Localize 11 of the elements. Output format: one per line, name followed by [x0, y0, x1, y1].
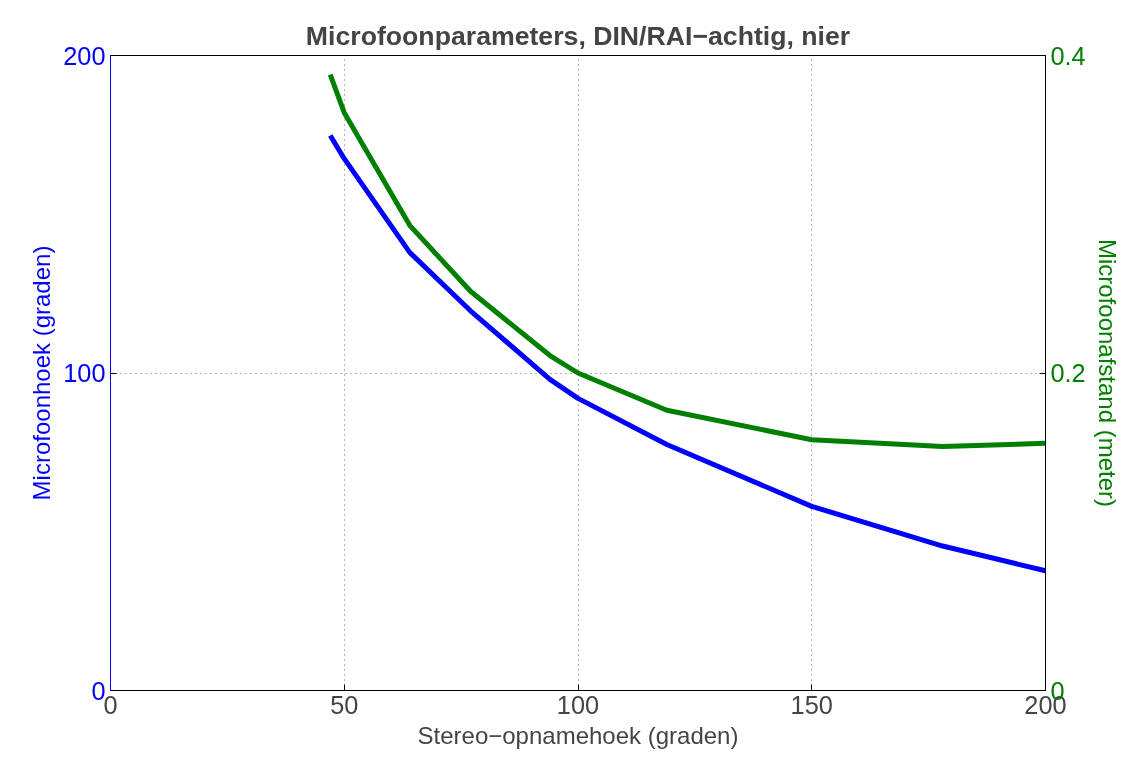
y-tick-label: 200 — [63, 41, 106, 70]
y-tick-label: 100 — [63, 359, 106, 387]
x-tick-label: 100 — [556, 690, 600, 719]
y2-tick-label: 0.4 — [1050, 41, 1086, 70]
x-tick-label: 150 — [790, 690, 833, 719]
y2-tick-label: 0.2 — [1050, 359, 1086, 387]
y2-axis-title: Microfoonafstand (meter) — [1093, 238, 1121, 508]
chart-title: Microfoonparameters, DIN/RAI−achtig, nier — [305, 20, 851, 51]
x-tick-label: 50 — [330, 690, 359, 719]
x-axis-title: Stereo−opnamehoek (graden) — [417, 721, 739, 749]
y-axis-title: Microfoonhoek (graden) — [28, 245, 56, 501]
